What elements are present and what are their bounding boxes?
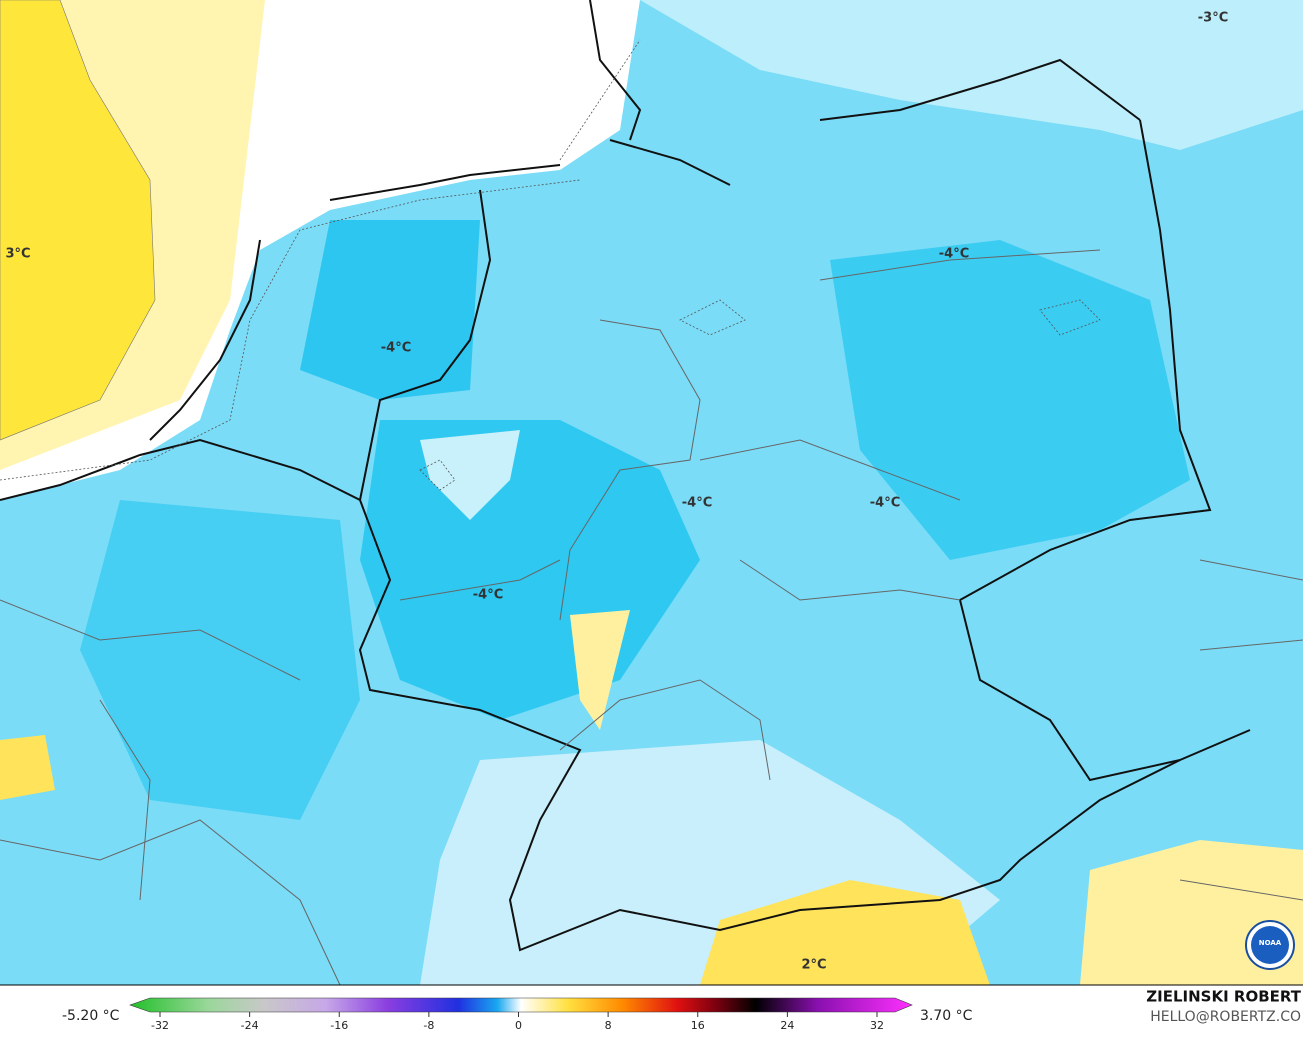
credit-email: HELLO@ROBERTZ.CO [1150, 1009, 1301, 1025]
colorbar-tick-label: -24 [241, 1019, 259, 1032]
colorbar [129, 997, 913, 1013]
cold-area [300, 220, 480, 400]
colorbar-tick-label: 24 [780, 1019, 794, 1032]
isoline [419, 299, 1101, 491]
border [359, 189, 492, 501]
credit-author: ZIELINSKI ROBERT [1146, 988, 1301, 1006]
logo-disk [1251, 926, 1289, 964]
region-border [0, 559, 1303, 986]
border [958, 119, 1212, 782]
warm-area [700, 880, 990, 985]
warm-area [0, 735, 55, 800]
mild-area [420, 430, 520, 520]
contour-label: -4°C [381, 341, 411, 356]
logo-text: NOAA [1259, 939, 1282, 947]
coast [329, 164, 561, 201]
warm-area [570, 610, 630, 730]
contour-label: 3°C [5, 247, 30, 262]
region-border [399, 249, 1101, 781]
isoline [0, 39, 641, 481]
coast [609, 139, 731, 186]
noaa-logo: NOAA [1245, 920, 1295, 970]
contour-label: -4°C [939, 247, 969, 262]
colorbar-tick-label: -16 [330, 1019, 348, 1032]
legend-max: 3.70 °C [920, 1008, 973, 1024]
baltic [640, 0, 1303, 150]
colorbar-tick-label: 32 [870, 1019, 884, 1032]
border [0, 438, 1251, 952]
contour-label: -4°C [870, 496, 900, 511]
colorbar-tick-label: 8 [605, 1019, 612, 1032]
contour-label: 2°C [801, 958, 826, 973]
contour-label: -4°C [682, 496, 712, 511]
colorbar-tick-label: 16 [691, 1019, 705, 1032]
colorbar-tick-label: 0 [515, 1019, 522, 1032]
contour-label: -4°C [473, 588, 503, 603]
coast [149, 239, 261, 441]
coast [589, 0, 642, 141]
colorbar-tick-label: -32 [151, 1019, 169, 1032]
coast [819, 58, 1141, 121]
legend-min: -5.20 °C [62, 1008, 120, 1024]
cold-area [80, 500, 360, 820]
colorbar-tick-label: -8 [423, 1019, 434, 1032]
warm-core [0, 0, 156, 441]
contour-label: -3°C [1198, 11, 1228, 26]
